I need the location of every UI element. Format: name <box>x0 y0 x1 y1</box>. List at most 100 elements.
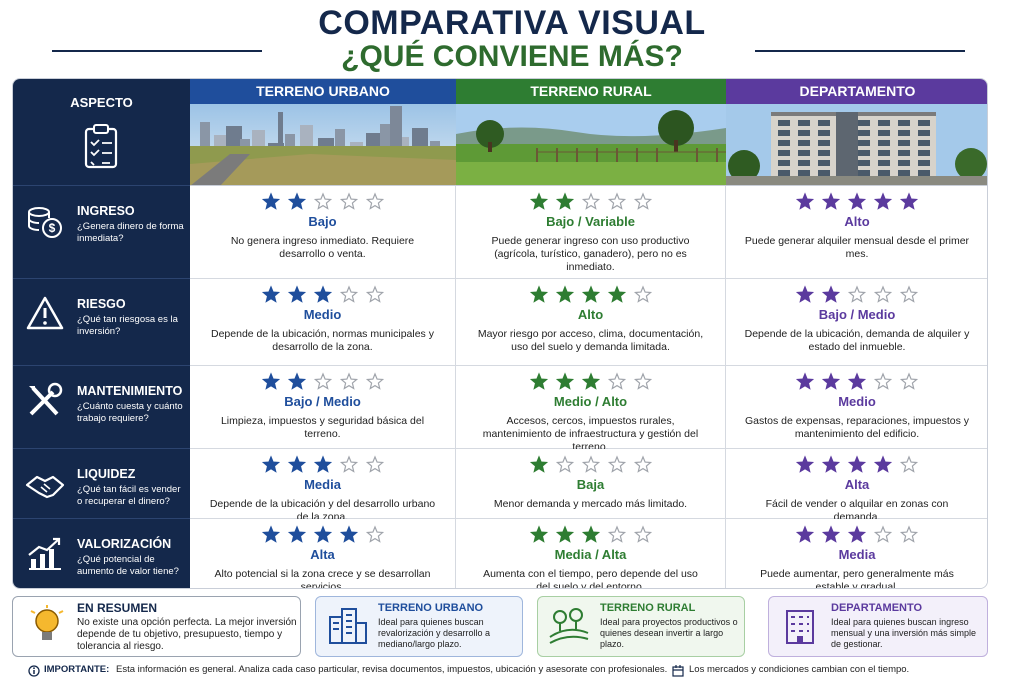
rating-cell: Bajo / Medio Depende de la ubicación, dem… <box>726 279 987 366</box>
star-rating <box>261 285 384 303</box>
star-rating <box>529 285 652 303</box>
star-filled <box>795 525 815 543</box>
rating-cell: Bajo / Variable Puede generar ingreso con… <box>456 186 726 279</box>
photo <box>456 104 726 185</box>
star-filled <box>529 525 548 543</box>
level: Baja <box>576 477 605 492</box>
box-title: DEPARTAMENTO <box>831 602 923 614</box>
star-empty <box>607 372 626 390</box>
star-filled <box>287 525 306 543</box>
star-empty <box>339 372 358 390</box>
star-rating <box>795 455 919 473</box>
star-empty <box>873 285 893 303</box>
comparison-table: ASPECTO TERRENO URBANO TERRENO RURAL DEPART… <box>12 78 988 589</box>
stars <box>456 372 725 392</box>
stars <box>726 372 987 392</box>
rating-cell: Alta Alto potencial si la zona crece y se… <box>190 519 456 589</box>
aspect-name: RIESGO <box>77 297 126 311</box>
star-empty <box>899 372 919 390</box>
star-filled <box>581 372 600 390</box>
star-rating <box>795 285 919 303</box>
star-empty <box>633 455 652 473</box>
star-filled <box>261 372 280 390</box>
box-icon <box>549 608 589 644</box>
star-rating <box>261 192 384 210</box>
subtitle: ¿QUÉ CONVIENE MÁS? <box>341 40 683 73</box>
rating-cell: Media Depende de la ubicación y del desar… <box>190 449 456 523</box>
rating-cell: Bajo / Medio Limpieza, impuestos y seguri… <box>190 366 456 449</box>
aspect-cell: VALORIZACIÓN ¿Qué potencial de aumento de… <box>13 519 190 588</box>
aspect-text: RIESGO ¿Qué tan riesgosa es la inversión? <box>77 297 185 338</box>
level: Alto <box>844 214 870 229</box>
level: Medio / Alto <box>553 394 628 409</box>
star-filled <box>287 372 306 390</box>
description: Puede generar ingreso con uso productivo… <box>491 235 690 273</box>
aspect-icon <box>25 475 65 499</box>
rating-cell: Alto Mayor riesgo por acceso, clima, docu… <box>456 279 726 366</box>
column-photo <box>726 104 987 186</box>
star-rating <box>529 525 652 543</box>
box-title: TERRENO URBANO <box>378 602 484 614</box>
rating-cell: Bajo No genera ingreso inmediato. Requier… <box>190 186 456 279</box>
aspect-icon <box>28 537 61 570</box>
level: Alta <box>844 477 870 492</box>
stars <box>456 525 725 545</box>
star-empty <box>873 525 893 543</box>
description: No genera ingreso inmediato. Requiere de… <box>230 235 415 260</box>
star-filled <box>261 455 280 473</box>
star-filled <box>899 192 919 210</box>
photo <box>726 104 987 185</box>
star-empty <box>899 455 919 473</box>
column-header: DEPARTAMENTO <box>726 79 987 104</box>
description: Depende de la ubicación, demanda de alqu… <box>744 328 970 353</box>
star-empty <box>873 372 893 390</box>
star-empty <box>339 285 358 303</box>
stars <box>726 192 987 212</box>
box-icon <box>329 608 367 644</box>
box-text: Ideal para quienes buscan ingreso mensua… <box>831 617 977 649</box>
column-header: TERRENO RURAL <box>456 79 726 104</box>
column-photo <box>456 104 726 186</box>
stars <box>726 455 987 475</box>
aspect-question: ¿Qué potencial de aumento de valor tiene… <box>77 554 179 577</box>
summary-column-box: TERRENO URBANO Ideal para quienes buscan … <box>315 596 523 657</box>
box-content: DEPARTAMENTO Ideal para quienes buscan in… <box>831 602 983 650</box>
description: Alto potencial si la zona crece y se des… <box>214 568 431 589</box>
star-filled <box>607 285 626 303</box>
aspect-icon <box>26 296 64 330</box>
level: Medio <box>838 394 876 409</box>
star-filled <box>821 372 841 390</box>
rating-cell: Media Puede aumentar, pero generalmente m… <box>726 519 987 588</box>
aspect-question: ¿Cuánto cuesta y cuánto trabajo requiere… <box>77 401 183 424</box>
column-header: TERRENO URBANO <box>190 79 456 104</box>
summary-content: EN RESUMEN No existe una opción perfecta.… <box>77 601 297 653</box>
rating-cell: Alta Fácil de vender o alquilar en zonas … <box>726 449 987 523</box>
aspect-question: ¿Qué tan fácil es vender o recuperar el … <box>77 484 181 507</box>
footer-label: IMPORTANTE: <box>44 664 110 675</box>
level: Bajo / Medio <box>284 394 361 409</box>
level: Bajo / Medio <box>818 307 896 322</box>
level: Media <box>304 477 341 492</box>
summary-text: No existe una opción perfecta. La mejor … <box>77 617 297 652</box>
box-text: Ideal para proyectos productivos o quien… <box>600 617 738 649</box>
star-empty <box>365 525 384 543</box>
description: Puede generar alquiler mensual desde el … <box>744 235 970 260</box>
rating-cell: Media / Alta Aumenta con el tiempo, pero … <box>456 519 726 589</box>
level: Media / Alta <box>554 547 627 562</box>
star-rating <box>261 372 384 390</box>
aspect-text: LIQUIDEZ ¿Qué tan fácil es vender o recup… <box>77 467 185 508</box>
star-filled <box>339 525 358 543</box>
star-empty <box>581 192 600 210</box>
star-rating <box>795 525 919 543</box>
description: Aumenta con el tiempo, pero depende del … <box>483 568 698 589</box>
star-rating <box>529 455 652 473</box>
calendar-icon <box>672 665 684 677</box>
star-empty <box>365 192 384 210</box>
aspect-icon: $ <box>28 207 62 238</box>
aspect-cell: MANTENIMIENTO ¿Cuánto cuesta y cuánto tra… <box>13 366 190 449</box>
box-text: Ideal para quienes buscan revalorización… <box>378 617 491 649</box>
description: Accesos, cercos, impuestos rurales, mant… <box>482 415 699 453</box>
stars <box>726 525 987 545</box>
star-filled <box>529 285 548 303</box>
stars <box>190 455 455 475</box>
